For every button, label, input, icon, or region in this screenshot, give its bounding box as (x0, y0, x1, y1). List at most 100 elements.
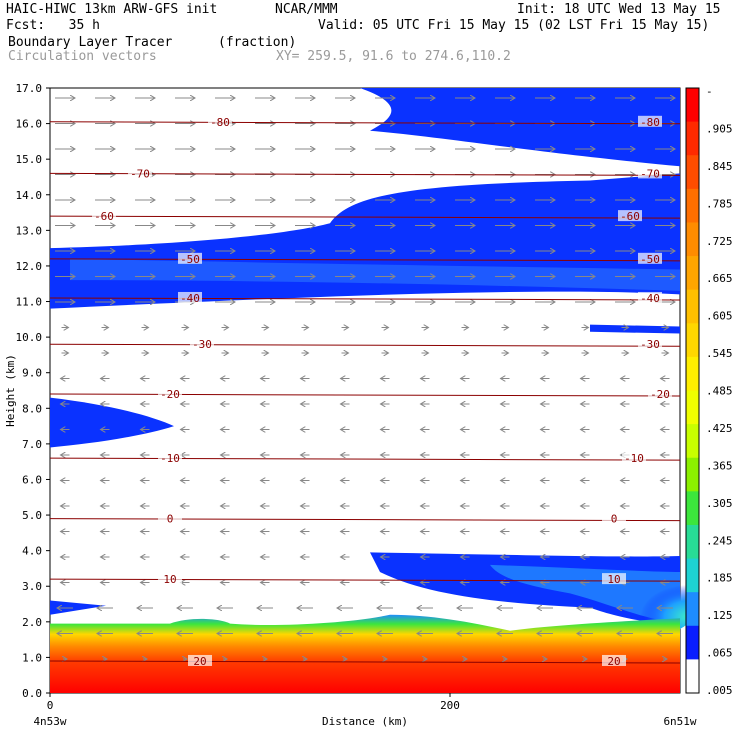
contour-label: -50 (640, 253, 660, 266)
x-end-label-right: 6n51w (663, 715, 696, 728)
y-tick-label: 6.0 (22, 473, 42, 486)
temperature-contour (49, 215, 681, 219)
colorbar-segment (686, 558, 699, 593)
colorbar-label: .245 (706, 534, 733, 547)
y-tick-label: 10.0 (16, 331, 43, 344)
contour-label-bg (178, 291, 202, 303)
contour-label: -80 (210, 116, 230, 129)
title-center: NCAR/MMM (275, 2, 338, 17)
field-units: (fraction) (218, 35, 297, 50)
colorbar-label: .425 (706, 422, 733, 435)
y-tick-label: 13.0 (16, 224, 43, 237)
tracer-boundary-layer (50, 614, 680, 693)
colorbar-segment (686, 659, 699, 694)
y-tick-label: 14.0 (16, 189, 43, 202)
tracer-upper-core (70, 258, 680, 291)
contour-label: 10 (163, 573, 176, 586)
contour-label-bg (128, 167, 152, 179)
y-tick-label: 8.0 (22, 402, 42, 415)
contour-label: 10 (607, 573, 620, 586)
temperature-contour (49, 578, 681, 582)
contour-label: -30 (640, 338, 660, 351)
vectors-label: Circulation vectors (8, 49, 157, 64)
colorbar-label: .785 (706, 197, 733, 210)
y-axis-label: Height (km) (4, 354, 17, 427)
contour-label: 0 (611, 513, 618, 526)
temperature-contour (49, 660, 681, 664)
colorbar-segment (686, 88, 699, 123)
colorbar-frame (685, 87, 700, 694)
contour-label-bg (92, 210, 116, 222)
contour-label: 0 (167, 513, 174, 526)
contour-label-bg (158, 388, 182, 400)
temperature-contour (49, 297, 681, 301)
colorbar-segment (686, 625, 699, 660)
temperature-contour (49, 457, 681, 461)
temperature-contour (49, 393, 681, 397)
contour-label: -70 (640, 167, 660, 180)
colorbar-label: .845 (706, 160, 733, 173)
tracer-left-patch (50, 397, 174, 448)
contour-label: -20 (650, 388, 670, 401)
contour-label-bg (158, 452, 182, 464)
colorbar-segment (686, 323, 699, 358)
colorbar-segment (686, 155, 699, 190)
contour-label-bg (158, 573, 182, 585)
contour-label: 20 (193, 655, 206, 668)
contour-label: -60 (620, 210, 640, 223)
y-tick-label: 9.0 (22, 367, 42, 380)
contour-label: -10 (160, 452, 180, 465)
contour-label-bg (638, 252, 662, 264)
contour-label-bg (622, 452, 646, 464)
x-axis-label: Distance (km) (322, 715, 408, 728)
temperature-contour (49, 172, 681, 176)
colorbar-segment (686, 592, 699, 627)
colorbar-segment (686, 491, 699, 526)
colorbar-label: .605 (706, 310, 733, 323)
colorbar-label: .125 (706, 609, 733, 622)
contour-label-bg (618, 210, 642, 222)
colorbar-segment (686, 390, 699, 425)
colorbar-label: - (706, 85, 713, 98)
y-tick-label: 5.0 (22, 509, 42, 522)
colorbar-segment (686, 121, 699, 156)
y-tick-label: 7.0 (22, 438, 42, 451)
colorbar-label: .065 (706, 647, 733, 660)
contour-label-bg (208, 115, 232, 127)
field-name: Boundary Layer Tracer (8, 35, 173, 50)
x-tick-label: 200 (440, 699, 460, 712)
colorbar-segment (686, 222, 699, 257)
contour-label-bg (188, 654, 212, 666)
contour-label-bg (638, 167, 662, 179)
colorbar-label: .185 (706, 572, 733, 585)
colorbar-label: .305 (706, 497, 733, 510)
contour-label-bg (178, 252, 202, 264)
colorbar-segment (686, 188, 699, 223)
contour-label: -10 (624, 452, 644, 465)
xy-range: XY= 259.5, 91.6 to 274.6,110.2 (276, 49, 511, 64)
contour-label: -30 (192, 338, 212, 351)
contour-label: -40 (640, 292, 660, 305)
colorbar-segment (686, 289, 699, 324)
tracer-thin-strip (590, 324, 680, 334)
contour-label: -20 (160, 388, 180, 401)
y-tick-label: 17.0 (16, 82, 43, 95)
contour-label-bg (638, 115, 662, 127)
y-tick-label: 3.0 (22, 580, 42, 593)
colorbar-label: .365 (706, 459, 733, 472)
colorbar-segment (686, 457, 699, 492)
y-tick-label: 0.0 (22, 687, 42, 700)
colorbar-label: .665 (706, 272, 733, 285)
colorbar-segment (686, 356, 699, 391)
y-tick-label: 11.0 (16, 296, 43, 309)
contour-label-bg (190, 338, 214, 350)
x-tick-label: 0 (47, 699, 54, 712)
contour-label-bg (158, 512, 182, 524)
init-time: Init: 18 UTC Wed 13 May 15 (517, 2, 721, 17)
y-tick-label: 15.0 (16, 153, 43, 166)
y-tick-label: 2.0 (22, 616, 42, 629)
valid-time: Valid: 05 UTC Fri 15 May 15 (02 LST Fri … (318, 18, 710, 33)
colorbar-label: .545 (706, 347, 733, 360)
y-tick-label: 12.0 (16, 260, 43, 273)
